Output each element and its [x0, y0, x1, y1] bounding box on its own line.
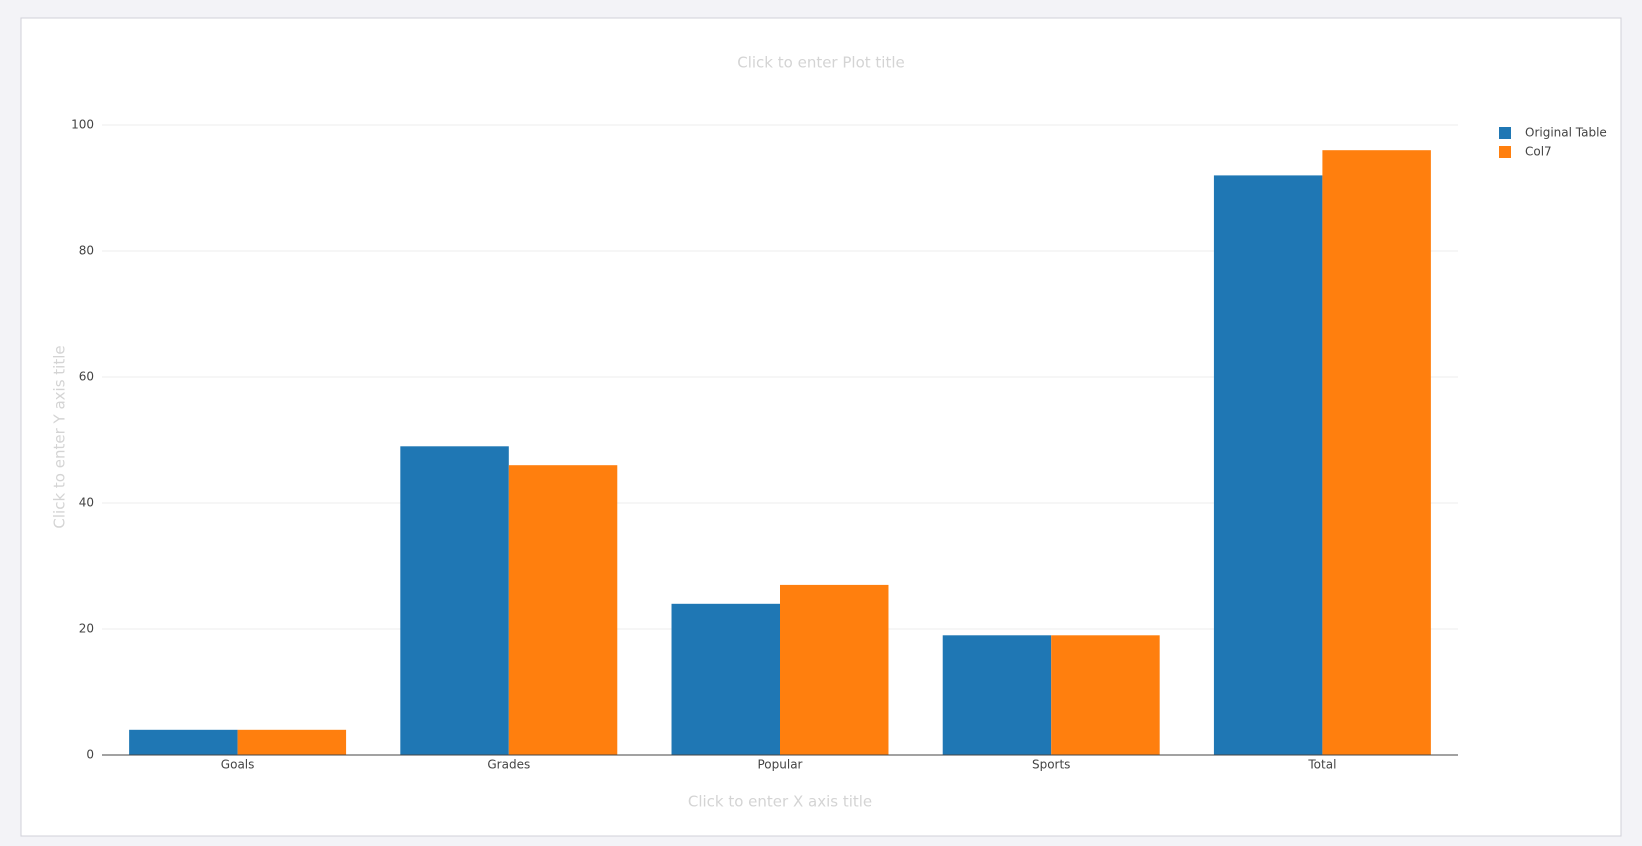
x-tick-label: Total [1307, 758, 1336, 772]
legend-swatch[interactable] [1499, 127, 1511, 139]
chart-title[interactable]: Click to enter Plot title [737, 54, 904, 72]
legend-label[interactable]: Col7 [1525, 145, 1552, 159]
legend-swatch[interactable] [1499, 146, 1511, 158]
x-tick-label: Popular [758, 758, 803, 772]
bar [400, 446, 509, 755]
legend-label[interactable]: Original Table [1525, 126, 1607, 140]
y-tick-label: 0 [86, 748, 94, 762]
y-tick-label: 60 [79, 370, 94, 384]
y-tick-label: 100 [71, 118, 94, 132]
y-tick-label: 20 [79, 622, 94, 636]
bar [671, 603, 780, 755]
y-tick-label: 80 [79, 244, 94, 258]
x-tick-label: Grades [487, 758, 530, 772]
bar [237, 729, 347, 755]
bar [1213, 175, 1323, 755]
bar [942, 635, 1052, 755]
bar [1051, 635, 1160, 755]
bar [1322, 150, 1431, 755]
y-axis-title[interactable]: Click to enter Y axis title [51, 345, 69, 528]
x-axis-title[interactable]: Click to enter X axis title [688, 793, 872, 811]
bar [129, 729, 238, 755]
y-tick-label: 40 [79, 496, 94, 510]
bar [780, 584, 889, 755]
bar [508, 465, 618, 755]
x-tick-label: Sports [1032, 758, 1070, 772]
x-tick-label: Goals [221, 758, 255, 772]
